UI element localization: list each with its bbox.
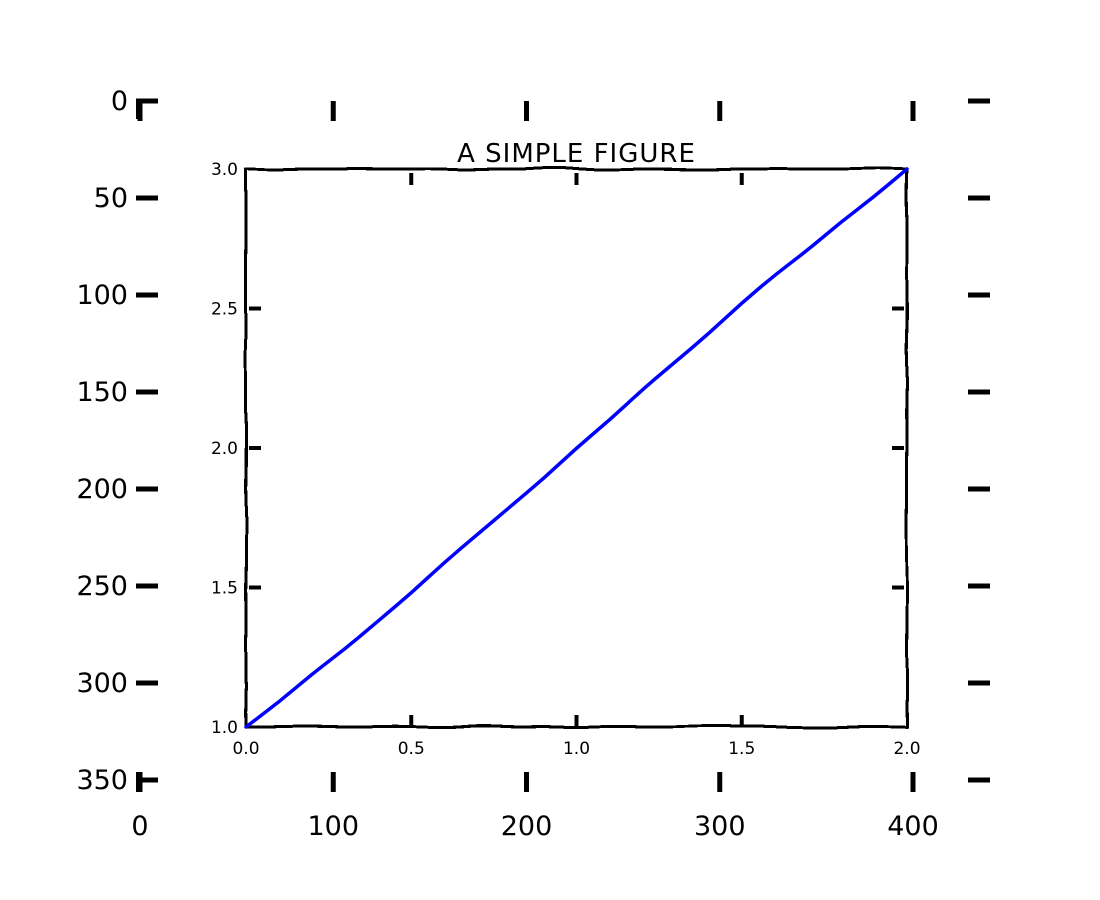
outer-y-tick-label: 150 bbox=[76, 377, 128, 408]
outer-y-tick-right bbox=[968, 389, 990, 395]
outer-corner-tick bbox=[136, 99, 141, 119]
outer-y-tick-left bbox=[136, 486, 158, 492]
outer-x-tick-bottom bbox=[717, 772, 723, 792]
outer-y-tick-left bbox=[136, 389, 158, 395]
inner-y-tick-label: 2.5 bbox=[211, 300, 238, 320]
outer-x-tick-top bbox=[717, 101, 723, 121]
inner-x-tick-label: 2.0 bbox=[893, 739, 920, 759]
outer-y-tick-right bbox=[968, 583, 990, 589]
outer-x-tick-bottom bbox=[330, 772, 336, 792]
outer-x-tick-top bbox=[524, 101, 529, 121]
outer-y-tick-right bbox=[968, 680, 990, 686]
inner-y-tick-left bbox=[249, 446, 261, 450]
outer-y-tick-right bbox=[968, 195, 990, 201]
outer-y-tick-label: 100 bbox=[76, 280, 128, 311]
inner-y-tick-label: 3.0 bbox=[211, 160, 238, 180]
outer-y-tick-right bbox=[968, 98, 990, 104]
inner-y-tick-right bbox=[892, 306, 904, 311]
outer-y-tick-left bbox=[136, 195, 158, 201]
outer-corner-tick bbox=[136, 772, 141, 792]
outer-y-tick-label: 50 bbox=[94, 183, 128, 214]
inner-x-tick-top bbox=[574, 173, 579, 185]
inner-y-tick-right bbox=[892, 446, 904, 450]
outer-x-tick-top bbox=[910, 101, 916, 121]
inner-x-tick-label: 0.0 bbox=[232, 739, 259, 759]
outer-y-tick-label: 250 bbox=[76, 571, 128, 602]
inner-x-tick-top bbox=[739, 173, 744, 185]
outer-x-tick-top bbox=[330, 101, 336, 121]
inner-x-tick-label: 1.0 bbox=[563, 739, 590, 759]
outer-y-tick-label: 0 bbox=[111, 86, 128, 117]
inner-y-tick-label: 1.5 bbox=[211, 579, 238, 599]
inner-x-tick-bottom bbox=[574, 715, 579, 727]
outer-x-tick-label: 200 bbox=[501, 811, 553, 842]
line-series bbox=[244, 167, 909, 729]
outer-y-tick-right bbox=[968, 486, 990, 492]
outer-y-tick-left bbox=[136, 98, 158, 104]
inner-x-tick-bottom bbox=[739, 715, 744, 727]
outer-y-tick-right bbox=[968, 292, 990, 298]
outer-x-tick-bottom bbox=[910, 772, 916, 792]
outer-x-tick-label: 300 bbox=[694, 811, 746, 842]
outer-y-tick-left bbox=[136, 777, 158, 783]
outer-x-tick-label: 400 bbox=[887, 811, 939, 842]
inner-y-tick-left bbox=[249, 306, 261, 311]
outer-image-axes: 0 100 200 300 400 0 50 100 150 200 250 300 350 bbox=[76, 86, 990, 842]
outer-y-tick-left bbox=[136, 292, 158, 298]
outer-x-tick-label: 0 bbox=[131, 811, 148, 842]
inner-ticks: 0.0 0.5 1.0 1.5 2.0 1.0 1.5 2.0 2.5 3.0 bbox=[211, 160, 921, 759]
inner-y-tick-label: 1.0 bbox=[211, 718, 238, 738]
outer-y-tick-label: 350 bbox=[76, 765, 128, 796]
inner-x-tick-label: 0.5 bbox=[398, 739, 425, 759]
inner-y-tick-left bbox=[249, 585, 261, 590]
inner-x-tick-label: 1.5 bbox=[728, 739, 755, 759]
inner-y-tick-label: 2.0 bbox=[211, 439, 238, 459]
outer-y-tick-left bbox=[136, 680, 158, 686]
outer-y-tick-label: 300 bbox=[76, 668, 128, 699]
outer-y-tick-right bbox=[968, 777, 990, 783]
inner-x-tick-bottom bbox=[409, 715, 414, 727]
inner-y-tick-right bbox=[892, 585, 904, 590]
inner-x-tick-top bbox=[409, 173, 414, 185]
chart-title: A SIMPLE FIGURE bbox=[457, 139, 696, 169]
outer-y-tick-left bbox=[136, 583, 158, 589]
outer-x-tick-bottom bbox=[524, 772, 529, 792]
outer-y-tick-label: 200 bbox=[76, 474, 128, 505]
inner-plot-area: 0.0 0.5 1.0 1.5 2.0 1.0 1.5 2.0 2.5 3.0 A SIMPLE … bbox=[211, 139, 921, 759]
outer-x-tick-label: 100 bbox=[307, 811, 359, 842]
